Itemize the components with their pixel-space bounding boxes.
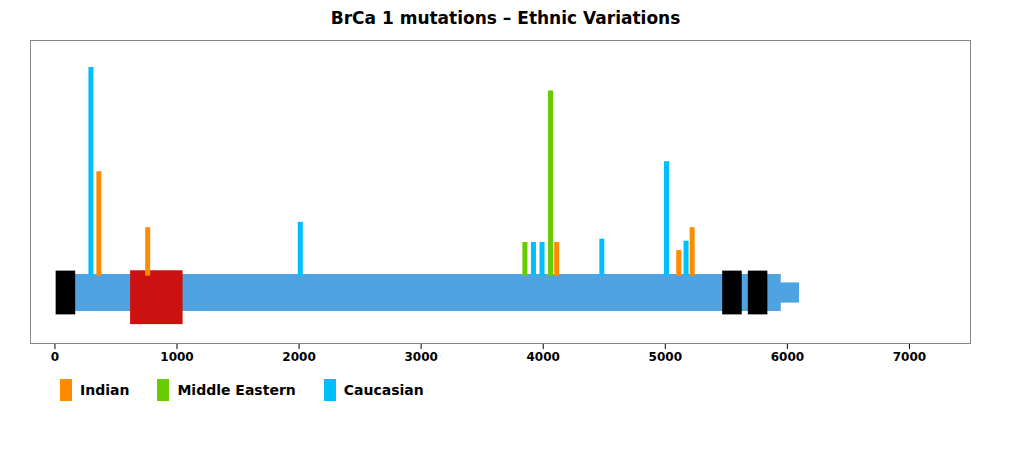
svg-text:7000: 7000 xyxy=(893,350,926,364)
html-text:Indian: Indian xyxy=(80,382,130,398)
svg-text:2000: 2000 xyxy=(282,350,315,364)
html-text:Middle Eastern: Middle Eastern xyxy=(177,382,296,398)
svg-text:5000: 5000 xyxy=(649,350,682,364)
svg-text:0: 0 xyxy=(51,350,59,364)
svg-text:4000: 4000 xyxy=(527,350,560,364)
svg-text:6000: 6000 xyxy=(771,350,804,364)
html-text:BrCa 1 mutations – Ethnic Vari: BrCa 1 mutations – Ethnic Variations xyxy=(330,8,681,28)
svg-text:1000: 1000 xyxy=(160,350,193,364)
html-text:Caucasian: Caucasian xyxy=(343,382,424,398)
svg-text:3000: 3000 xyxy=(404,350,437,364)
